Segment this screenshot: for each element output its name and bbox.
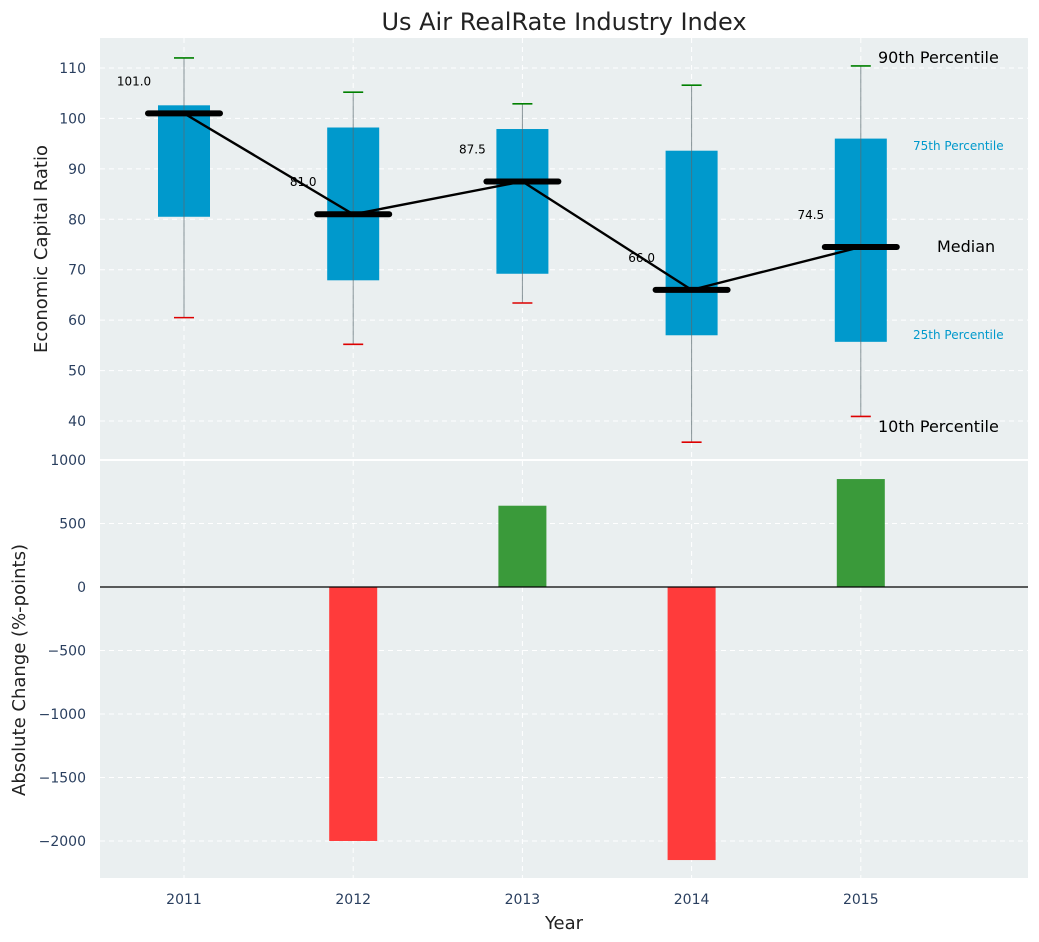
bottom-y-tick-label: 500 [59,517,86,533]
bottom-y-tick-label: −1000 [39,707,86,723]
median-value-label: 101.0 [117,74,151,88]
x-ticks: 2011 2012 2013 2014 2015 [166,892,878,908]
top-y-tick-label: 40 [68,414,86,430]
bottom-y-axis-label: Absolute Change (%-points) [9,544,30,796]
bottom-y-tick-label: −500 [48,644,86,660]
change-bar [836,479,885,587]
bottom-y-tick-label: 1000 [50,453,86,469]
bottom-marks [100,479,1028,861]
median-value-label: 66.0 [628,251,655,265]
change-bar [498,505,547,587]
bottom-y-tick-label: 0 [77,580,86,596]
change-bar [667,587,716,861]
bottom-y-tick-label: −1500 [39,771,86,787]
top-y-tick-label: 90 [68,162,86,178]
top-y-ticks: 40 50 60 70 80 90 100 110 [59,61,86,430]
bottom-y-ticks: −2000 −1500 −1000 −500 0 500 1000 [39,453,86,850]
chart-title: Us Air RealRate Industry Index [381,8,746,36]
x-tick-label: 2015 [843,892,879,908]
legend-median: Median [937,237,995,256]
top-y-axis-label: Economic Capital Ratio [31,145,52,353]
bottom-grid [100,461,1028,878]
median-value-label: 81.0 [290,175,317,189]
top-y-tick-label: 80 [68,212,86,228]
legend-75th-percentile: 75th Percentile [913,139,1004,153]
top-y-tick-label: 50 [68,364,86,380]
x-tick-label: 2014 [674,892,710,908]
top-y-tick-label: 110 [59,61,86,77]
median-value-label: 74.5 [797,208,824,222]
legend-10th-percentile: 10th Percentile [878,417,999,436]
bottom-y-tick-label: −2000 [39,834,86,850]
change-bar [329,587,378,841]
top-y-tick-label: 60 [68,313,86,329]
x-axis-label: Year [544,913,584,934]
x-tick-label: 2013 [505,892,541,908]
x-tick-label: 2011 [166,892,202,908]
top-y-tick-label: 70 [68,263,86,279]
top-marks: 101.0 81.0 87.5 66.0 74.5 [117,57,900,443]
legend-90th-percentile: 90th Percentile [878,48,999,67]
x-tick-label: 2012 [335,892,371,908]
legend-25th-percentile: 25th Percentile [913,328,1004,342]
median-value-label: 87.5 [459,142,486,156]
top-y-tick-label: 100 [59,111,86,127]
